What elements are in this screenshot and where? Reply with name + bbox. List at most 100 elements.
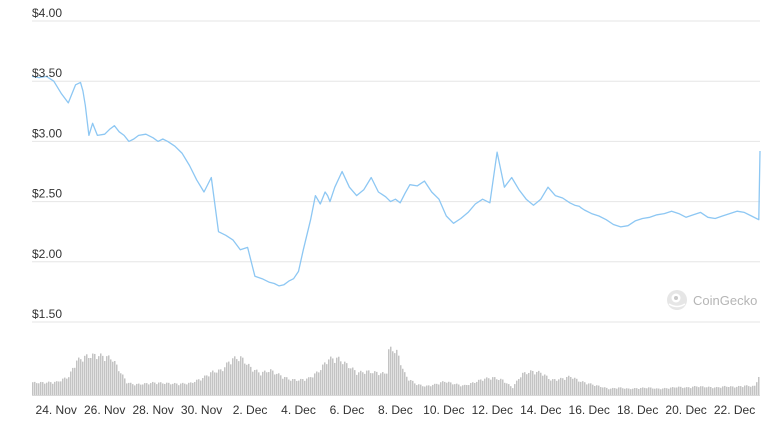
volume-bar [142,384,144,395]
volume-bar [480,379,482,395]
volume-bar [144,383,146,395]
volume-bar [146,383,148,395]
volume-bar [692,386,694,395]
volume-bar [738,385,740,395]
volume-bar [530,370,532,395]
volume-bar [100,353,102,395]
volume-bar [280,375,282,395]
volume-bar [598,385,600,395]
volume-bar [178,385,180,395]
x-tick-label: 10. Dec [423,403,464,417]
volume-bar [418,384,420,395]
volume-bar [534,374,536,395]
volume-bar [730,386,732,395]
volume-bar [332,358,334,395]
volume-bar [618,387,620,395]
volume-bar [346,363,348,395]
volume-bar [662,388,664,395]
volume-bar [380,373,382,395]
volume-bar [182,382,184,395]
volume-bar [628,388,630,395]
volume-bar [32,382,34,395]
volume-bar [648,387,650,395]
volume-bar [156,384,158,395]
volume-bar [314,373,316,395]
volume-bar [560,377,562,395]
volume-bar [552,379,554,395]
volume-bar [242,357,244,395]
volume-bar [190,382,192,395]
volume-bar [266,372,268,395]
x-tick-label: 28. Nov [132,403,173,417]
volume-bar [674,387,676,395]
volume-bar [644,387,646,395]
volume-bar [166,382,168,395]
volume-bar [600,387,602,395]
volume-bar [198,379,200,395]
volume-bar [464,384,466,395]
volume-bar [604,387,606,395]
volume-bar [596,385,598,395]
volume-bar [104,361,106,395]
volume-bar [592,384,594,395]
volume-bar [58,381,60,395]
volume-bar [496,379,498,395]
volume-bar [548,379,550,395]
volume-bar [758,376,760,395]
volume-bar [704,387,706,395]
volume-bar [502,379,504,395]
volume-bar [594,385,596,395]
volume-bar [136,383,138,395]
volume-bar [110,359,112,395]
volume-bar [474,382,476,395]
volume-bar [246,364,248,395]
volume-bar [736,386,738,395]
volume-bar [550,380,552,395]
x-tick-label: 6. Dec [330,403,365,417]
volume-bar [512,388,514,395]
volume-bar [390,346,392,395]
volume-bar [556,380,558,395]
volume-bar [694,386,696,395]
volume-bar [680,386,682,395]
volume-bar [638,389,640,395]
volume-bar [452,384,454,395]
volume-bar [494,377,496,395]
volume-bar [514,384,516,395]
volume-bar [724,385,726,395]
volume-bar [366,370,368,395]
volume-bar [590,383,592,395]
volume-bar [456,383,458,395]
volume-bar [230,364,232,395]
volume-bar [470,383,472,395]
volume-bar [238,361,240,395]
volume-bar [162,383,164,395]
volume-bar [378,375,380,395]
volume-bar [286,377,288,395]
volume-bar [48,381,50,395]
volume-bar [610,388,612,395]
volume-bar [106,356,108,395]
volume-bar [340,361,342,395]
volume-bar [578,381,580,395]
volume-bar [200,380,202,395]
volume-bar [288,379,290,395]
volume-bar [616,388,618,395]
volume-bar [584,382,586,395]
volume-bar [498,380,500,395]
volume-bar [270,369,272,395]
volume-bar [460,386,462,395]
volume-bar [698,387,700,395]
volume-bar [344,361,346,395]
volume-bar [204,375,206,395]
volume-bar [484,378,486,395]
volume-bar [570,377,572,395]
volume-bar [118,371,120,395]
volume-bar [620,387,622,395]
volume-bar [376,371,378,395]
volume-bar [130,382,132,395]
x-tick-label: 24. Nov [36,403,77,417]
volume-bar [186,384,188,395]
volume-bar [732,386,734,395]
volume-bar [748,386,750,395]
